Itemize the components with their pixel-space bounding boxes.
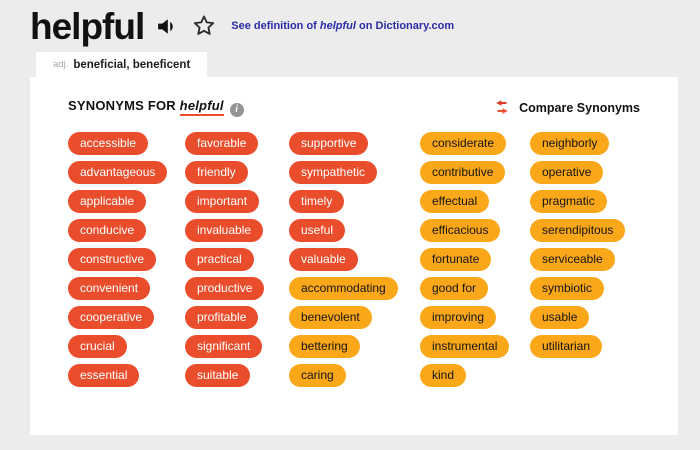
synonym-pill[interactable]: bettering [289, 335, 360, 358]
synonym-pill[interactable]: benevolent [289, 306, 372, 329]
synonym-pill[interactable]: pragmatic [530, 190, 607, 213]
synonym-pill[interactable]: constructive [68, 248, 157, 271]
synonym-pill[interactable]: fortunate [420, 248, 492, 271]
synonym-pill[interactable]: utilitarian [530, 335, 603, 358]
synonym-pill[interactable]: cooperative [68, 306, 155, 329]
synonym-pill[interactable]: invaluable [185, 219, 264, 242]
synonym-column: accessible advantageous applicable conduciv… [68, 132, 185, 393]
synonym-pill[interactable]: valuable [289, 248, 358, 271]
synonym-pill[interactable]: neighborly [530, 132, 610, 155]
header: helpful See definition of helpful on Dic… [0, 0, 700, 52]
synonym-pill[interactable]: kind [420, 364, 467, 387]
part-of-speech-label: adj. [53, 59, 69, 70]
synonym-pill[interactable]: efficacious [420, 219, 501, 242]
synonym-pill[interactable]: essential [68, 364, 140, 387]
tab-label: beneficial, beneficent [73, 58, 191, 71]
synonym-pill[interactable]: serviceable [530, 248, 615, 271]
synonym-column: favorable friendly important invaluable prac… [185, 132, 289, 393]
synonym-pill[interactable]: instrumental [420, 335, 510, 358]
swap-arrows-icon [492, 99, 512, 116]
link-text-prefix: See definition of [231, 20, 320, 32]
synonym-pill[interactable]: usable [530, 306, 590, 329]
synonym-pill[interactable]: operative [530, 161, 604, 184]
synonyms-panel: SYNONYMS FOR helpful i Compare Synonyms a… [30, 77, 678, 435]
info-icon[interactable]: i [229, 103, 244, 117]
synonym-pill[interactable]: suitable [185, 364, 251, 387]
synonym-pill[interactable]: caring [289, 364, 346, 387]
synonym-pill[interactable]: effectual [420, 190, 490, 213]
speaker-icon[interactable] [155, 14, 180, 39]
synonym-pill[interactable]: supportive [289, 132, 369, 155]
synonyms-heading-word: helpful [179, 98, 224, 116]
page-title: helpful [30, 5, 145, 47]
tab-definition[interactable]: adj. beneficial, beneficent [36, 52, 208, 77]
dictionary-definition-link[interactable]: See definition of helpful on Dictionary.… [231, 20, 454, 32]
synonym-pill[interactable]: crucial [68, 335, 127, 358]
synonym-pill[interactable]: convenient [68, 277, 151, 300]
synonym-pill[interactable]: serendipitous [530, 219, 626, 242]
synonym-pill[interactable]: useful [289, 219, 346, 242]
compare-synonyms-button[interactable]: Compare Synonyms [492, 99, 640, 116]
synonym-pill[interactable]: productive [185, 277, 265, 300]
synonym-grid: accessible advantageous applicable conduciv… [30, 132, 678, 393]
synonym-pill[interactable]: conducive [68, 219, 147, 242]
synonyms-heading: SYNONYMS FOR helpful i [68, 98, 244, 117]
synonym-pill[interactable]: advantageous [68, 161, 168, 184]
synonym-column: considerate contributive effectual efficaci… [420, 132, 530, 393]
synonym-pill[interactable]: applicable [68, 190, 147, 213]
synonym-pill[interactable]: symbiotic [530, 277, 605, 300]
synonym-pill[interactable]: accommodating [289, 277, 398, 300]
synonym-pill[interactable]: considerate [420, 132, 507, 155]
synonym-pill[interactable]: favorable [185, 132, 259, 155]
synonym-pill[interactable]: friendly [185, 161, 248, 184]
synonym-pill[interactable]: timely [289, 190, 345, 213]
synonym-pill[interactable]: significant [185, 335, 263, 358]
synonym-pill[interactable]: sympathetic [289, 161, 378, 184]
synonym-pill[interactable]: contributive [420, 161, 506, 184]
panel-header: SYNONYMS FOR helpful i Compare Synonyms [30, 98, 678, 117]
synonym-pill[interactable]: profitable [185, 306, 259, 329]
synonym-pill[interactable]: practical [185, 248, 254, 271]
star-icon[interactable] [191, 13, 217, 39]
synonym-pill[interactable]: good for [420, 277, 489, 300]
synonym-column: neighborly operative pragmatic serendipitou… [530, 132, 626, 393]
synonym-pill[interactable]: important [185, 190, 260, 213]
synonym-pill[interactable]: improving [420, 306, 497, 329]
tab-bar: adj. beneficial, beneficent [0, 52, 700, 77]
link-text-suffix: on Dictionary.com [355, 20, 455, 32]
synonym-column: supportive sympathetic timely useful valuabl… [289, 132, 420, 393]
compare-synonyms-label: Compare Synonyms [519, 100, 640, 115]
synonyms-heading-prefix: SYNONYMS FOR [68, 98, 180, 113]
link-word: helpful [319, 20, 356, 32]
synonym-pill[interactable]: accessible [68, 132, 149, 155]
